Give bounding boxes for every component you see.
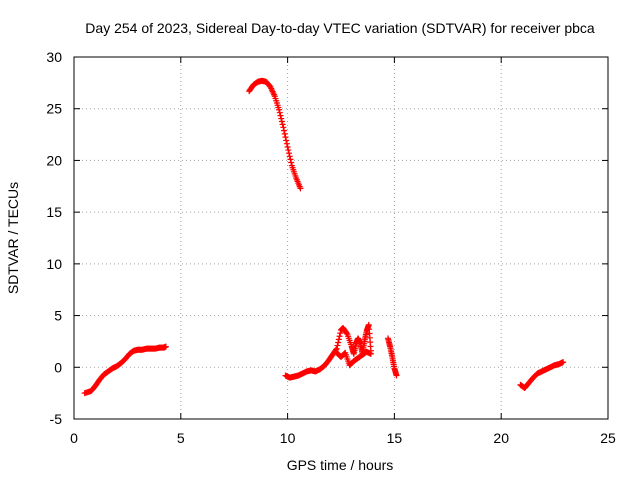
data-point — [276, 109, 283, 116]
y-axis-label: SDTVAR / TECUs — [5, 182, 21, 294]
data-point — [281, 130, 288, 137]
data-point — [297, 185, 304, 192]
data-point — [560, 359, 567, 366]
data-point — [285, 147, 292, 154]
data-point — [334, 342, 341, 349]
x-tick-label: 10 — [280, 430, 296, 446]
data-point — [288, 159, 295, 166]
data-point — [287, 156, 294, 163]
x-tick-label: 5 — [177, 430, 185, 446]
data-point — [333, 346, 340, 353]
series-segment-6 — [517, 359, 567, 391]
data-point — [284, 143, 291, 150]
tick-labels: 0 5 10 15 20 25 -5 0 5 10 15 20 25 30 — [46, 49, 616, 446]
plot-frame — [73, 56, 609, 420]
data-point — [277, 112, 284, 119]
y-tick-label: 10 — [46, 256, 62, 272]
data-point — [279, 121, 286, 128]
y-tick-label: 15 — [46, 204, 62, 220]
y-tick-label: 25 — [46, 101, 62, 117]
data-point — [283, 137, 290, 144]
series-segment-4 — [333, 348, 374, 369]
x-tick-label: 0 — [70, 430, 78, 446]
grid — [73, 56, 609, 420]
data-point — [276, 106, 283, 113]
data-point — [336, 333, 343, 340]
data-point — [335, 336, 342, 343]
data-point — [286, 153, 293, 160]
data-point — [162, 343, 169, 350]
data-point — [393, 372, 400, 379]
x-tick-label: 20 — [493, 430, 509, 446]
series-segment-5 — [384, 335, 400, 379]
y-tick-label: 30 — [46, 49, 62, 65]
data-point — [335, 339, 342, 346]
data-point — [278, 118, 285, 125]
series-segment-1 — [81, 343, 169, 397]
y-tick-label: 0 — [54, 359, 62, 375]
series-segment-2 — [246, 77, 304, 192]
chart-title: Day 254 of 2023, Sidereal Day-to-day VTE… — [85, 20, 595, 36]
data-point — [367, 350, 374, 357]
x-tick-label: 15 — [387, 430, 403, 446]
data-points — [81, 77, 567, 397]
data-point — [281, 127, 288, 134]
y-tick-label: 5 — [54, 308, 62, 324]
x-tick-label: 25 — [600, 430, 616, 446]
data-point — [282, 134, 289, 141]
x-axis-label: GPS time / hours — [287, 457, 394, 473]
y-tick-label: 20 — [46, 152, 62, 168]
data-point — [286, 150, 293, 157]
data-point — [343, 330, 350, 337]
series-segment-3 — [282, 321, 374, 381]
data-point — [278, 115, 285, 122]
data-point — [337, 330, 344, 337]
data-point — [280, 124, 287, 131]
data-point — [283, 140, 290, 147]
y-tick-label: -5 — [50, 411, 63, 427]
